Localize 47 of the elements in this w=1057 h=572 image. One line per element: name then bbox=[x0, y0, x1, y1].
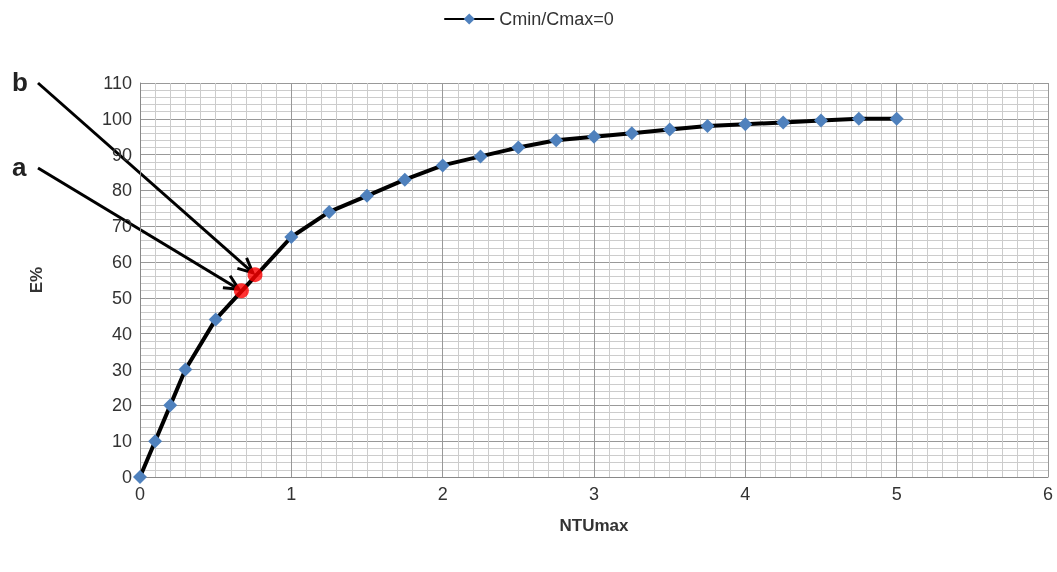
x-tick-label: 2 bbox=[437, 484, 448, 504]
point bbox=[163, 398, 178, 413]
y-axis-title: E% bbox=[27, 266, 46, 294]
point bbox=[133, 470, 147, 484]
point bbox=[208, 312, 223, 327]
point bbox=[360, 188, 374, 203]
point bbox=[889, 111, 904, 126]
x-tick-label: 3 bbox=[588, 484, 600, 504]
y-tick-label: 100 bbox=[101, 108, 132, 129]
x-axis-title: NTUmax bbox=[559, 516, 630, 535]
y-tick-label: 0 bbox=[121, 467, 132, 487]
annotation: a bbox=[12, 152, 27, 182]
point bbox=[233, 283, 249, 299]
y-tick-label: 70 bbox=[111, 216, 132, 237]
y-tick-label: 30 bbox=[111, 359, 132, 380]
point bbox=[397, 172, 412, 187]
point bbox=[851, 111, 866, 126]
point bbox=[700, 118, 715, 133]
y-tick-label: 110 bbox=[103, 73, 132, 93]
x-tick-label: 0 bbox=[134, 484, 146, 504]
x-tick-label: 5 bbox=[891, 484, 902, 504]
point bbox=[738, 117, 753, 132]
point bbox=[587, 129, 601, 144]
y-tick-label: 50 bbox=[111, 287, 132, 308]
point bbox=[247, 267, 263, 283]
point bbox=[511, 140, 526, 155]
y-tick-label: 80 bbox=[111, 180, 132, 201]
y-tick-label: 40 bbox=[111, 323, 132, 344]
point bbox=[549, 133, 564, 148]
x-tick-label: 1 bbox=[286, 484, 297, 504]
point bbox=[178, 362, 193, 377]
y-tick-label: 60 bbox=[111, 252, 132, 273]
x-tick-label: 4 bbox=[740, 484, 751, 504]
point bbox=[284, 230, 299, 245]
legend-label: Cmin/Cmax=0 bbox=[499, 9, 614, 29]
point bbox=[624, 126, 639, 141]
y-tick-label: 20 bbox=[111, 395, 132, 416]
point bbox=[435, 158, 450, 173]
y-tick-label: 10 bbox=[111, 431, 132, 452]
point bbox=[148, 434, 163, 449]
point bbox=[776, 115, 791, 130]
point bbox=[662, 122, 677, 137]
point bbox=[473, 149, 488, 164]
point bbox=[322, 204, 337, 219]
annotation: b bbox=[12, 67, 28, 97]
point bbox=[814, 113, 828, 128]
x-tick-label: 6 bbox=[1042, 484, 1054, 504]
